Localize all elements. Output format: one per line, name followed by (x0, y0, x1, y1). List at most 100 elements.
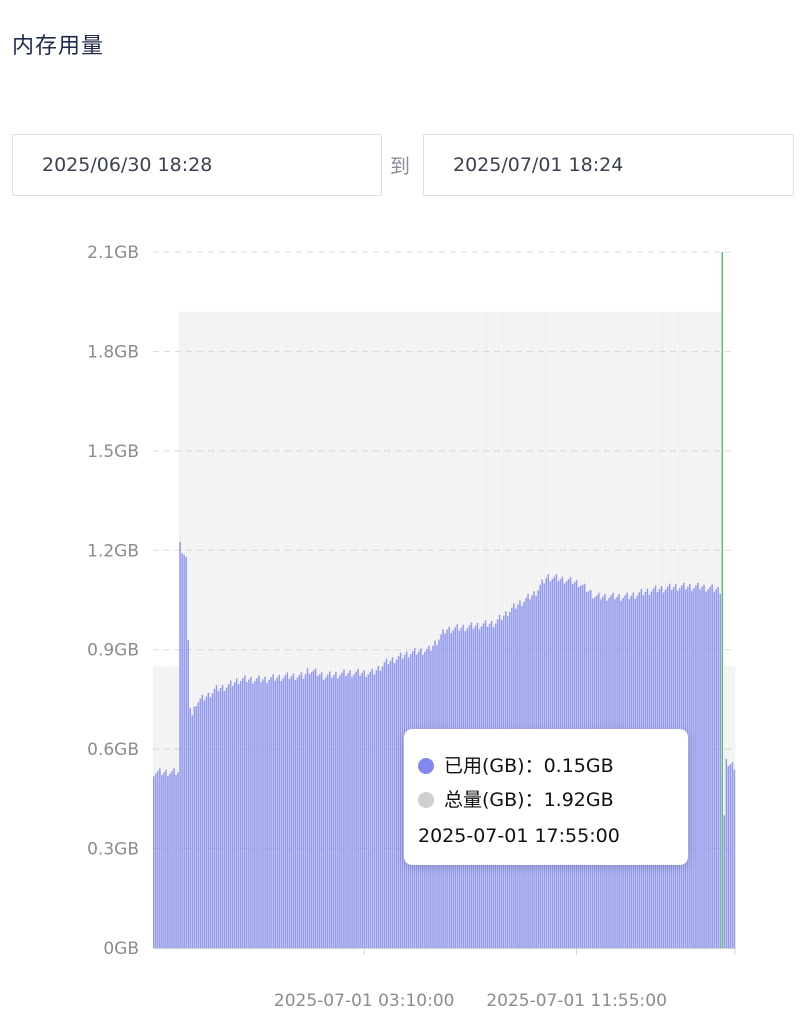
total-bar (436, 311, 438, 949)
used-bar (339, 675, 341, 948)
total-bar (363, 311, 365, 949)
used-bar (280, 681, 283, 948)
total-bar (347, 311, 349, 949)
total-bar (290, 311, 293, 949)
used-bar (181, 553, 183, 948)
total-bar (331, 311, 333, 949)
tooltip-used-label: 已用(GB)： (444, 755, 544, 777)
used-bar (213, 688, 216, 948)
tooltip-time: 2025-07-01 17:55:00 (418, 825, 620, 847)
used-bar (268, 680, 270, 948)
total-bar (280, 311, 283, 949)
total-bar (422, 311, 424, 949)
used-bar (367, 674, 370, 948)
total-bar (302, 311, 305, 949)
used-bar (159, 768, 161, 948)
axis-layer: 0GB 0.3GB 0.6GB 0.9GB 1.2GB 1.5GB 1.8GB 2.1GB 20… (87, 243, 736, 1011)
used-bar (369, 671, 372, 948)
used-bar (345, 675, 347, 948)
total-bar (387, 311, 390, 949)
total-bar (339, 311, 341, 949)
used-bar (703, 584, 705, 948)
total-bar (270, 311, 272, 949)
used-bar (715, 589, 717, 948)
total-bar (246, 311, 248, 949)
used-bar (197, 702, 200, 948)
used-bar (689, 584, 691, 948)
used-bar (322, 679, 325, 948)
used-bar (246, 682, 248, 948)
total-bar (440, 311, 442, 949)
total-bar (197, 311, 200, 949)
total-bar (385, 311, 388, 949)
total-bar (205, 311, 208, 949)
used-bar (288, 678, 291, 948)
total-bar (252, 311, 254, 949)
used-bar (209, 697, 212, 948)
used-bar (727, 766, 730, 948)
used-bar (363, 670, 365, 948)
total-bar (434, 311, 436, 949)
tooltip-total-value: 1.92GB (543, 789, 614, 811)
used-bar (383, 662, 386, 948)
total-bar (264, 311, 266, 949)
start-date-input[interactable] (12, 134, 382, 196)
memory-bar-chart[interactable]: 0GB 0.3GB 0.6GB 0.9GB 1.2GB 1.5GB 1.8GB 2.1GB 20… (0, 220, 811, 1020)
y-tick-label: 0.9GB (87, 641, 139, 661)
used-bar (389, 660, 392, 948)
page-title: 内存用量 (12, 34, 105, 59)
y-tick-label: 0.6GB (87, 740, 139, 760)
y-tick-label: 0.3GB (87, 840, 139, 860)
total-bar (274, 311, 276, 949)
used-bar (270, 677, 272, 948)
total-bar (343, 311, 345, 949)
total-bar (405, 311, 408, 949)
total-bar (407, 311, 410, 949)
used-bar (337, 678, 339, 948)
total-bar (393, 311, 396, 949)
total-bar (310, 311, 313, 949)
used-bar (157, 771, 159, 948)
used-bar (175, 774, 177, 948)
x-tick-label: 2025-07-01 11:55:00 (486, 991, 667, 1011)
total-bar (304, 311, 307, 949)
total-bar (373, 311, 376, 949)
used-bar (235, 678, 238, 948)
used-bar (300, 672, 303, 948)
total-bar (191, 311, 194, 949)
used-bar (199, 698, 202, 948)
used-bar (223, 690, 226, 948)
used-bar (733, 769, 736, 948)
used-bar (381, 666, 384, 948)
used-bar (719, 593, 722, 948)
total-bar (308, 311, 311, 949)
total-legend-dot (418, 792, 434, 808)
total-bar (337, 311, 339, 949)
used-bar (256, 678, 258, 948)
used-bar (355, 671, 357, 948)
used-bar (302, 678, 305, 948)
used-bar (161, 774, 163, 948)
total-bar (341, 311, 343, 949)
used-bar (318, 674, 321, 948)
used-bar (298, 674, 301, 948)
total-bar (391, 311, 394, 949)
y-tick-label: 0GB (103, 939, 139, 959)
total-bar (424, 311, 426, 949)
used-bar (697, 582, 699, 948)
tooltip-total-label: 总量(GB)： (444, 789, 544, 811)
used-bar (347, 673, 349, 948)
used-bar (373, 674, 376, 948)
used-bar (177, 772, 179, 948)
used-bar (331, 677, 333, 948)
used-bar (179, 541, 181, 948)
end-date-input[interactable] (423, 134, 794, 196)
used-bar (711, 584, 713, 948)
used-bar (393, 663, 396, 948)
used-bar (171, 771, 173, 948)
used-bar (237, 683, 240, 948)
used-bar (341, 672, 343, 948)
total-bar (397, 311, 400, 949)
used-bar (296, 677, 299, 948)
used-bar (693, 588, 695, 948)
